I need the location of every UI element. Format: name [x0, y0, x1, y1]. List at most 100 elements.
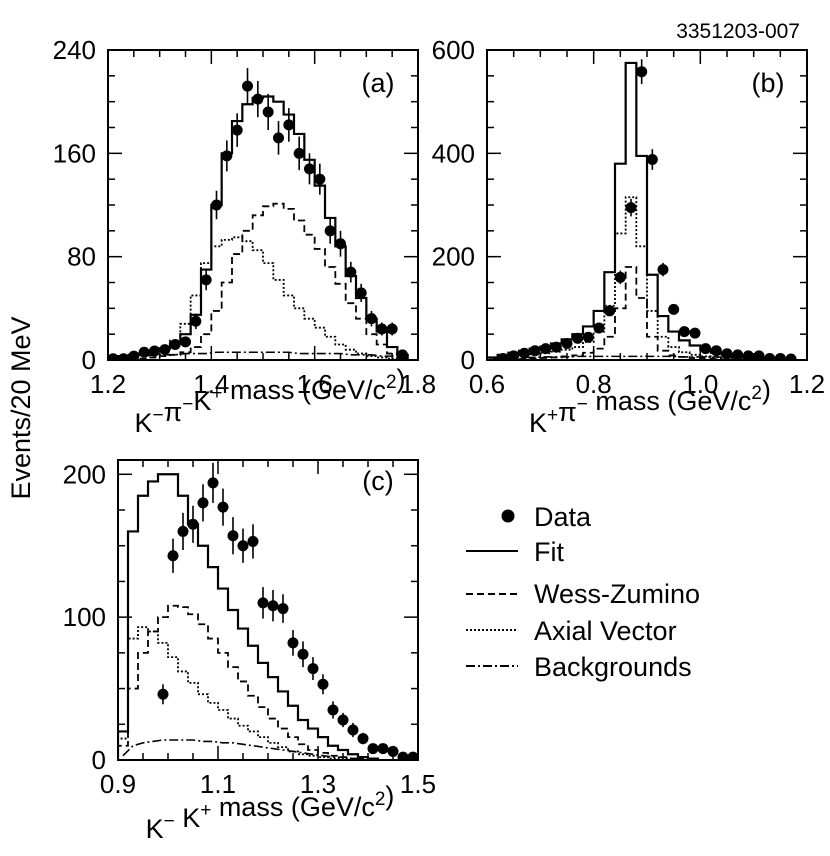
data-point [197, 497, 209, 509]
data-point [287, 637, 299, 649]
data-point [190, 315, 202, 327]
panel-tag-a: (a) [362, 68, 395, 98]
data-point [397, 751, 409, 760]
y-axis-title: Events/20 MeV [6, 316, 36, 499]
backgrounds-curve-c [122, 739, 374, 760]
data-point [252, 93, 264, 105]
panel-tag-b: (b) [752, 68, 785, 98]
plot-area-a [108, 68, 409, 360]
x-tick-label: 0.8 [576, 369, 612, 399]
data-point [376, 323, 388, 335]
data-point [257, 597, 269, 609]
data-point [335, 238, 346, 250]
data-point [387, 745, 399, 757]
x-axis-label-c: K− K+ mass (GeV/c2) [146, 781, 395, 844]
data-point [732, 349, 744, 360]
y-tick-label: 0 [461, 345, 475, 375]
data-point [397, 349, 408, 360]
data-point [386, 323, 398, 335]
backgrounds-curve-a [113, 351, 403, 359]
data-point [497, 352, 509, 360]
data-point [207, 477, 219, 489]
y-tick-label: 0 [82, 345, 96, 375]
y-tick-label: 400 [432, 138, 475, 168]
data-point [157, 688, 169, 700]
data-point [668, 303, 680, 315]
data-point [247, 535, 259, 547]
x-axis-label-b: K+π− mass (GeV/c2) [529, 375, 771, 438]
data-point [159, 344, 171, 356]
data-point [304, 163, 315, 175]
data-point [636, 66, 648, 78]
axial-vector-curve-a [108, 236, 408, 360]
data-point [345, 266, 357, 278]
data-point [314, 173, 326, 185]
data-point [237, 540, 249, 552]
data-point [366, 313, 377, 325]
data-point [753, 350, 765, 360]
data-point [518, 347, 530, 359]
y-tick-label: 100 [63, 602, 106, 632]
y-tick-label: 200 [63, 459, 106, 489]
data-point [180, 336, 191, 348]
data-point [700, 343, 712, 355]
panel-tag-c: (c) [362, 466, 393, 496]
data-point [710, 345, 722, 357]
data-point [293, 147, 305, 159]
y-tick-label: 200 [432, 242, 475, 272]
data-point [407, 751, 418, 760]
legend-backgrounds-label: Backgrounds [534, 652, 692, 682]
data-point [187, 518, 199, 530]
data-point [108, 353, 119, 360]
data-point [604, 305, 616, 317]
data-point [324, 225, 336, 237]
fit-curve-b [487, 61, 787, 360]
x-tick-label: 1.2 [789, 369, 825, 399]
panel-c: 0.9 1.1 1.3 1.5 0 100 200 (c) K− K+ mass (GeV/c2… [63, 459, 436, 844]
figure-id: 3351203-007 [676, 20, 800, 43]
data-point [242, 80, 253, 92]
data-point [678, 326, 690, 338]
y-tick-label: 240 [53, 35, 96, 65]
data-point [572, 332, 584, 344]
data-point [200, 274, 212, 286]
data-point [231, 124, 243, 136]
data-point [657, 264, 669, 276]
data-point [367, 743, 379, 755]
data-point [785, 353, 797, 360]
data-point [267, 600, 279, 612]
data-point [764, 352, 776, 360]
x-tick-label: 1.8 [400, 369, 436, 399]
x-tick-label: 1.4 [193, 369, 229, 399]
data-point [377, 743, 389, 755]
data-point [221, 150, 233, 162]
data-point [582, 331, 594, 343]
y-tick-label: 0 [92, 745, 106, 775]
wess-zumino-curve-b [487, 266, 786, 360]
data-point [128, 350, 140, 360]
x-tick-label: 1.1 [200, 769, 236, 799]
wess-zumino-curve-a [108, 202, 409, 360]
fit-curve-a [108, 95, 409, 360]
wess-zumino-curve-c [118, 604, 378, 760]
legend-axial-vector-label: Axial Vector [534, 616, 677, 646]
y-tick-label: 80 [67, 242, 96, 272]
data-point [337, 714, 349, 726]
data-point [297, 648, 309, 660]
data-point [689, 327, 701, 339]
data-point [561, 337, 573, 349]
data-point [774, 352, 786, 360]
data-point [550, 341, 562, 353]
data-point [227, 530, 239, 542]
x-tick-label: 0.9 [100, 769, 136, 799]
data-point [262, 106, 274, 118]
data-point [614, 271, 626, 283]
data-point [149, 345, 160, 357]
data-point [273, 132, 284, 144]
data-point [508, 350, 520, 360]
x-tick-label: 1.2 [90, 369, 126, 399]
data-point [357, 733, 369, 745]
x-tick-label: 0.6 [469, 369, 505, 399]
data-point [327, 704, 339, 716]
